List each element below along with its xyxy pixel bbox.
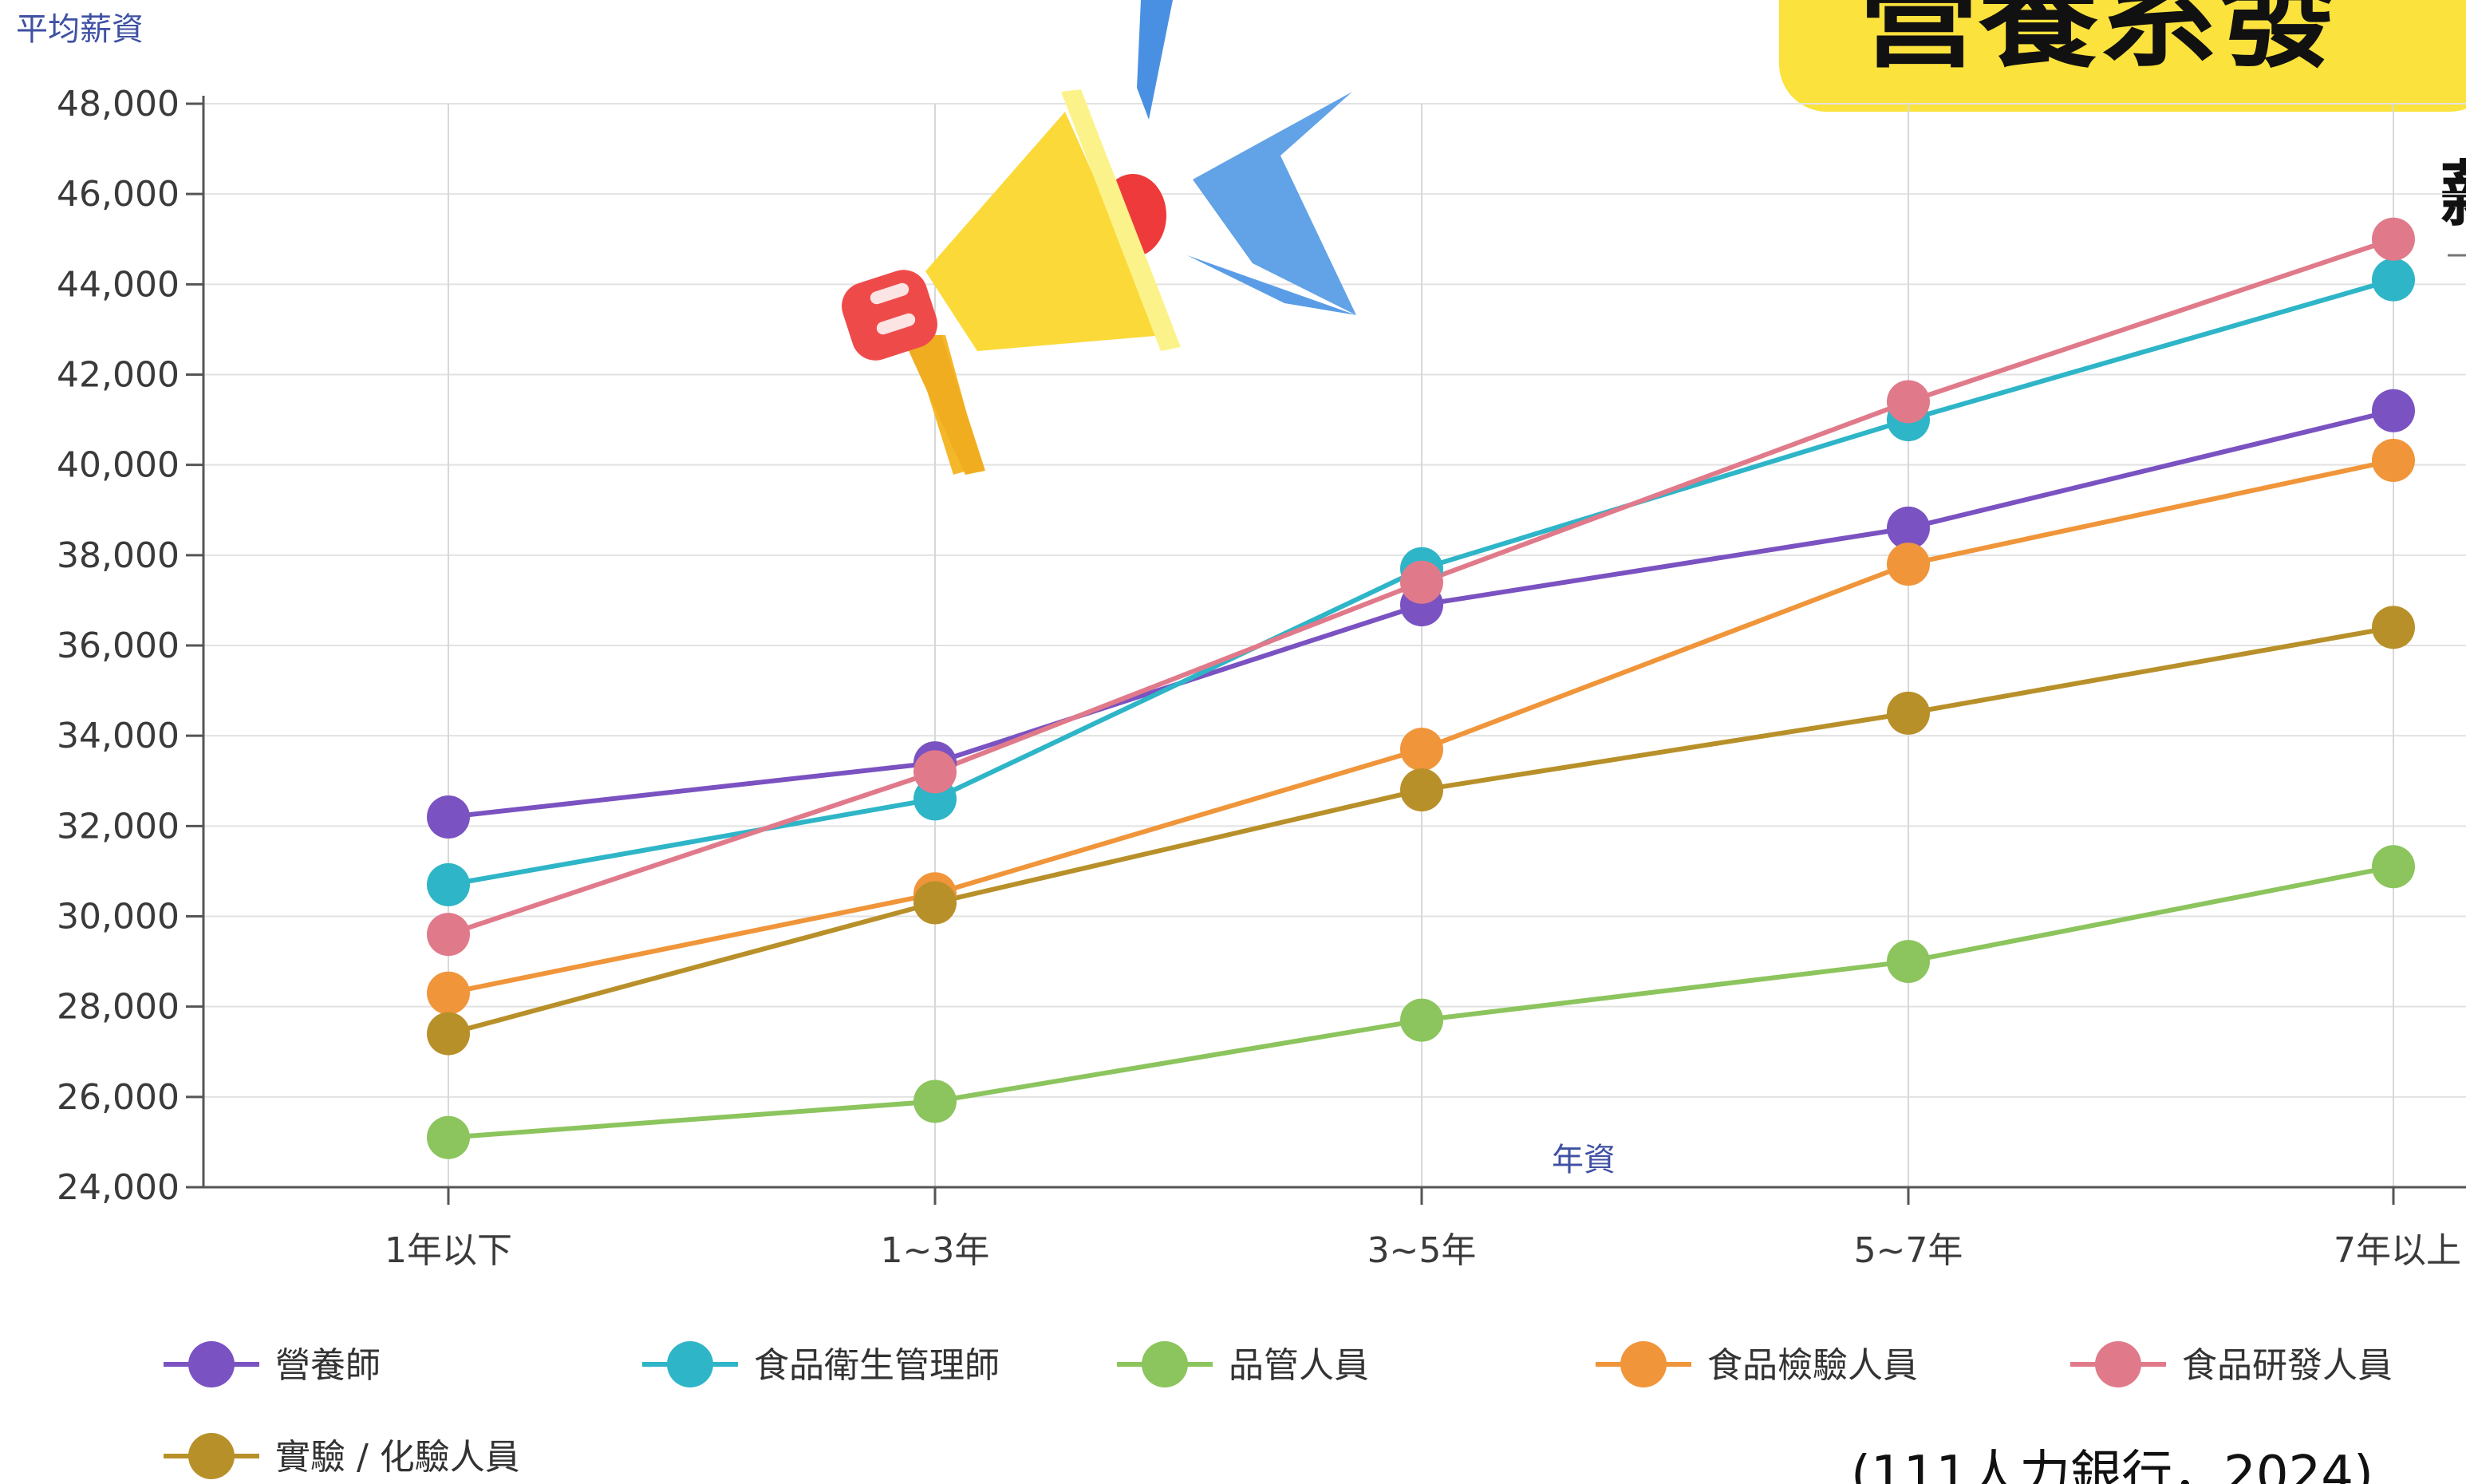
title-banner-bg xyxy=(1779,0,2466,112)
x-tick-label: 1年以下 xyxy=(385,1230,512,1271)
legend-item-5: 實驗 / 化驗人員 xyxy=(164,1433,520,1479)
data-point-0-4 xyxy=(2372,389,2415,432)
data-point-3-3 xyxy=(1887,543,1930,586)
legend-item-3: 食品檢驗人員 xyxy=(1596,1341,1918,1387)
data-point-4-0 xyxy=(427,913,470,957)
x-tick-label: 5~7年 xyxy=(1854,1230,1963,1271)
legend-swatch-marker xyxy=(1142,1341,1188,1387)
data-point-5-2 xyxy=(1400,768,1443,812)
x-axis-title: 年資 xyxy=(1552,1142,1616,1178)
y-tick-label: 36,000 xyxy=(57,626,180,666)
data-point-3-4 xyxy=(2372,439,2415,483)
legend-label: 品管人員 xyxy=(1229,1345,1369,1386)
megaphone-icon xyxy=(842,0,1356,475)
y-tick-label: 44,000 xyxy=(57,264,180,305)
data-point-1-0 xyxy=(427,862,470,906)
y-tick-label: 46,000 xyxy=(57,174,180,215)
data-point-5-3 xyxy=(1887,691,1930,735)
title-banner: 營養系發 xyxy=(1779,0,2466,112)
data-point-1-4 xyxy=(2372,258,2415,302)
y-tick-label: 30,000 xyxy=(57,897,180,937)
data-point-3-0 xyxy=(427,971,470,1015)
y-tick-label: 32,000 xyxy=(57,806,180,847)
y-tick-label: 24,000 xyxy=(57,1167,180,1208)
data-point-2-3 xyxy=(1887,940,1930,984)
legend-item-2: 品管人員 xyxy=(1117,1341,1369,1387)
data-point-2-2 xyxy=(1400,998,1443,1042)
legend-item-1: 食品衛生管理師 xyxy=(642,1341,1000,1387)
data-point-4-2 xyxy=(1400,560,1443,604)
legend-swatch-marker xyxy=(188,1341,235,1387)
data-point-4-1 xyxy=(913,750,957,794)
y-tick-label: 42,000 xyxy=(57,355,180,396)
legend-item-0: 營養師 xyxy=(164,1341,381,1387)
legend-swatch-marker xyxy=(188,1433,235,1479)
y-axis-title: 平均薪資 xyxy=(16,11,144,48)
data-point-2-0 xyxy=(427,1115,470,1159)
y-tick-label: 48,000 xyxy=(57,84,180,124)
legend-swatch-marker xyxy=(667,1341,713,1387)
legend-swatch-marker xyxy=(2095,1341,2141,1387)
legend-label: 實驗 / 化驗人員 xyxy=(275,1437,520,1478)
source-citation: (111人力銀行，2024) xyxy=(1851,1446,2373,1484)
side-title-char: 薪 xyxy=(2440,153,2466,237)
y-tick-label: 26,000 xyxy=(57,1077,180,1118)
data-point-4-4 xyxy=(2372,217,2415,261)
axis-layer: 24,000 26,000 28,000 30,000 32,000 34,000 36,0… xyxy=(57,84,2466,1271)
legend-label: 營養師 xyxy=(275,1345,381,1386)
legend-label: 食品檢驗人員 xyxy=(1707,1345,1918,1386)
data-point-2-4 xyxy=(2372,845,2415,889)
x-tick-label: 3~5年 xyxy=(1367,1230,1477,1271)
y-tick-label: 28,000 xyxy=(57,987,180,1028)
legend-label: 食品衛生管理師 xyxy=(754,1345,1000,1386)
legend-label: 食品研發人員 xyxy=(2182,1345,2393,1386)
x-tick-label: 7年以上 xyxy=(2334,1230,2461,1271)
data-point-5-0 xyxy=(427,1012,470,1056)
y-tick-label: 34,000 xyxy=(57,716,180,756)
legend-item-4: 食品研發人員 xyxy=(2070,1341,2393,1387)
data-point-4-3 xyxy=(1887,380,1930,424)
legend-swatch-marker xyxy=(1620,1341,1667,1387)
data-point-5-4 xyxy=(2372,606,2415,649)
data-point-5-1 xyxy=(913,881,957,925)
x-tick-label: 1~3年 xyxy=(881,1230,990,1271)
data-point-0-3 xyxy=(1887,506,1930,550)
title-banner-text: 營養系發 xyxy=(1859,0,2338,85)
y-tick-label: 40,000 xyxy=(57,445,180,486)
series-layer xyxy=(427,217,2415,1159)
data-point-0-0 xyxy=(427,795,470,839)
grid-layer xyxy=(203,103,2466,1188)
y-tick-label: 38,000 xyxy=(57,535,180,576)
data-point-3-2 xyxy=(1400,728,1443,772)
data-point-2-1 xyxy=(913,1079,957,1123)
